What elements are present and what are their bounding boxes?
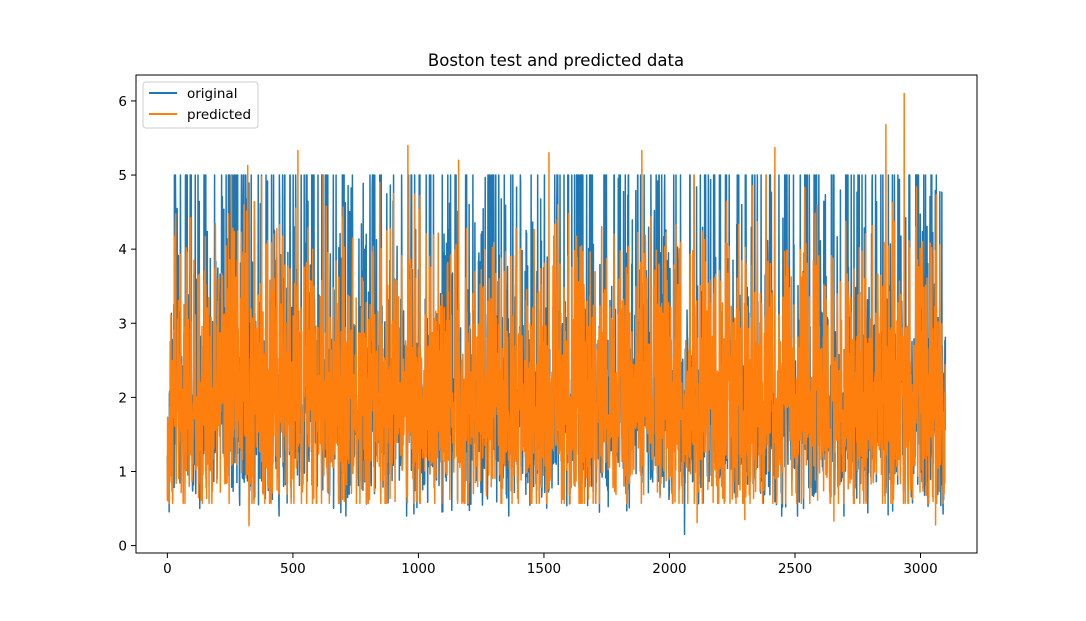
chart-title: Boston test and predicted data (428, 51, 684, 70)
x-tick-label: 2000 (652, 561, 686, 577)
series-layer (166, 92, 947, 536)
series-line-predicted (166, 92, 947, 527)
x-tick-label: 0 (163, 561, 172, 577)
y-tick-label: 5 (118, 168, 127, 184)
legend-label-predicted: predicted (187, 107, 251, 123)
legend-label-original: original (187, 86, 237, 102)
y-tick-label: 0 (118, 539, 127, 555)
y-tick-label: 1 (118, 464, 127, 480)
x-tick-label: 500 (280, 561, 306, 577)
y-tick-label: 2 (118, 390, 127, 406)
x-tick-label: 1000 (401, 561, 435, 577)
y-tick-label: 4 (118, 242, 127, 258)
legend: original predicted (142, 81, 259, 129)
plot-frame (135, 74, 978, 554)
y-axis: 0 1 2 3 4 5 6 (118, 94, 136, 555)
y-tick-label: 3 (118, 316, 127, 332)
x-tick-label: 2500 (778, 561, 812, 577)
x-tick-label: 1500 (527, 561, 561, 577)
y-tick-label: 6 (118, 94, 127, 110)
x-axis: 0 500 1000 1500 2000 2500 3000 (163, 553, 938, 577)
x-tick-label: 3000 (903, 561, 937, 577)
